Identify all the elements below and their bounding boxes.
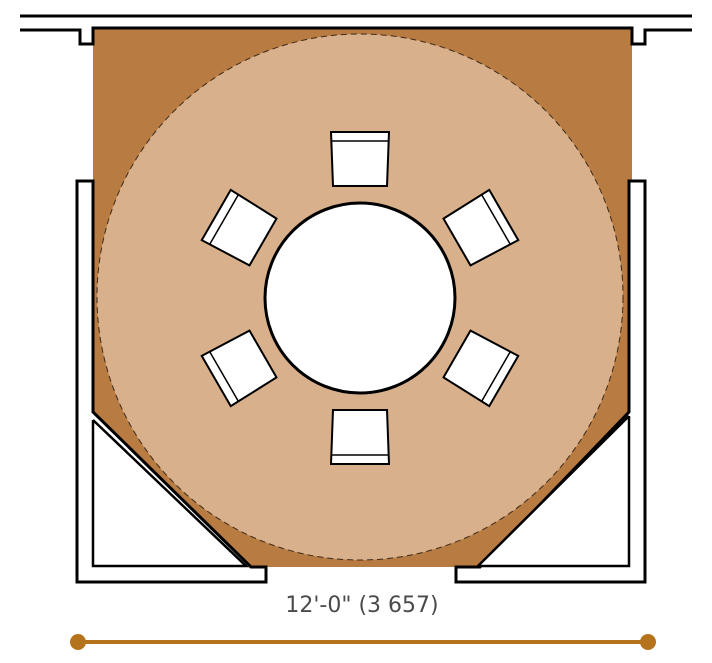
chair-icon[interactable] (442, 188, 520, 267)
chairs-group (200, 131, 520, 465)
chair-icon[interactable] (200, 329, 278, 408)
dimension-endpoint-icon (70, 634, 86, 650)
right-wall-inner-line (474, 415, 631, 568)
chair-icon[interactable] (329, 409, 391, 465)
round-table-icon[interactable] (263, 201, 457, 395)
top-wall (20, 14, 692, 46)
chair-icon[interactable] (442, 329, 520, 408)
chair-icon[interactable] (200, 188, 278, 267)
dimension-label: 12'-0" (3 657) (285, 593, 438, 618)
dimension-endpoint-icon (640, 634, 656, 650)
left-wall-inner-line (91, 419, 250, 568)
chair-icon[interactable] (329, 131, 391, 187)
